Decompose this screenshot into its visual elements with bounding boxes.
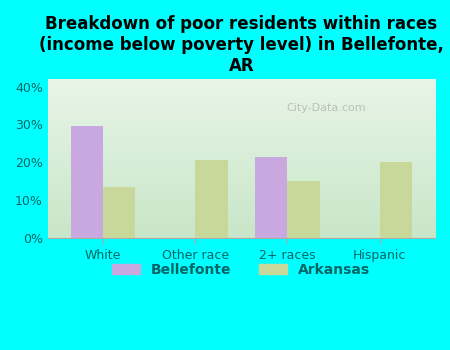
Legend: Bellefonte, Arkansas: Bellefonte, Arkansas <box>107 257 376 282</box>
Bar <box>255 157 288 238</box>
Bar <box>103 187 135 238</box>
Bar <box>71 126 103 238</box>
Bar <box>380 162 412 238</box>
Text: City-Data.com: City-Data.com <box>287 103 366 113</box>
Title: Breakdown of poor residents within races
(income below poverty level) in Bellefo: Breakdown of poor residents within races… <box>39 15 444 75</box>
Bar <box>195 160 228 238</box>
Bar <box>288 181 320 238</box>
